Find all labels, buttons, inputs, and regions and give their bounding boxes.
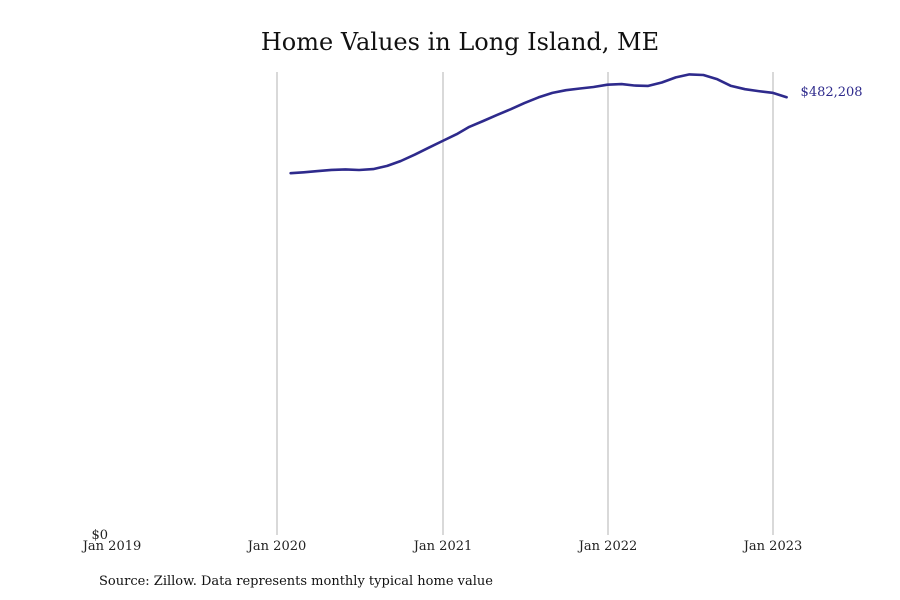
x-tick-label: Jan 2020 bbox=[246, 539, 307, 554]
latest-value-label: $482,208 bbox=[801, 85, 863, 100]
x-tick-label: Jan 2019 bbox=[81, 539, 142, 554]
x-axis-ticks: Jan 2019 Jan 2020 Jan 2021 Jan 2022 Jan 2023 bbox=[81, 539, 803, 554]
y-tick-label: $0 bbox=[91, 528, 108, 543]
source-note: Source: Zillow. Data represents monthly … bbox=[99, 574, 493, 589]
x-tick-label: Jan 2021 bbox=[412, 539, 473, 554]
grid-lines bbox=[276, 72, 774, 535]
chart-title: Home Values in Long Island, ME bbox=[261, 28, 659, 56]
x-tick-label: Jan 2022 bbox=[577, 539, 638, 554]
home-value-line bbox=[289, 73, 788, 175]
x-tick-label: Jan 2023 bbox=[742, 539, 803, 554]
y-axis-ticks: $0 bbox=[91, 528, 108, 543]
